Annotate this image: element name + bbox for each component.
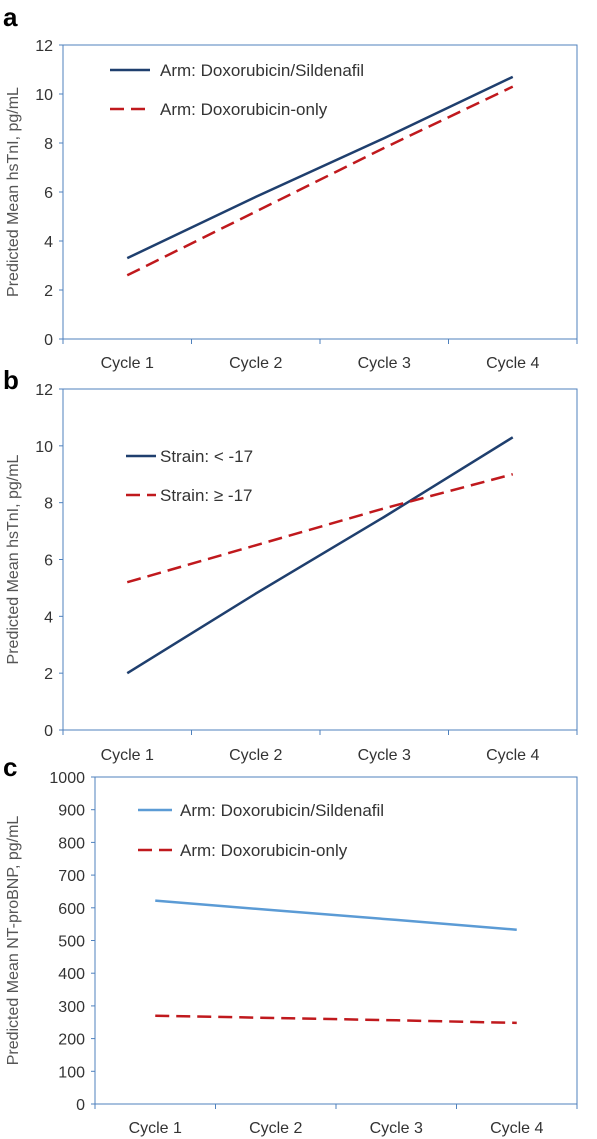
y-tick-label: 800 (58, 835, 85, 852)
x-tick-label: Cycle 4 (490, 1120, 543, 1137)
series-line-2 (126, 473, 514, 584)
legend-label-1: Arm: Doxorubicin/Sildenafil (160, 61, 364, 80)
y-axis-label: Predicted Mean hsTnI, pg/mL (5, 87, 22, 297)
series-line-1 (126, 75, 514, 260)
legend-label-1: Strain: < -17 (160, 447, 253, 466)
legend-label-2: Arm: Doxorubicin-only (160, 100, 328, 119)
legend-label-1: Arm: Doxorubicin/Sildenafil (180, 801, 384, 820)
x-tick-label: Cycle 3 (358, 747, 411, 764)
y-tick-label: 400 (58, 966, 85, 983)
y-tick-label: 2 (44, 283, 53, 300)
y-tick-label: 0 (44, 723, 53, 740)
series-line-2 (126, 85, 514, 277)
y-tick-label: 200 (58, 1032, 85, 1049)
series-line-1 (155, 899, 517, 931)
panel-letter: a (3, 2, 18, 32)
y-tick-label: 500 (58, 934, 85, 951)
x-tick-label: Cycle 4 (486, 355, 539, 372)
y-axis-label: Predicted Mean NT-proBNP, pg/mL (5, 816, 22, 1066)
y-tick-label: 10 (35, 87, 53, 104)
y-tick-label: 300 (58, 999, 85, 1016)
panel-letter: b (3, 365, 19, 395)
plot-area-frame (62, 388, 578, 731)
y-tick-label: 700 (58, 868, 85, 885)
series-line-1 (126, 436, 514, 675)
y-tick-label: 8 (44, 136, 53, 153)
series-line-2 (155, 1014, 517, 1025)
y-tick-label: 6 (44, 553, 53, 570)
legend-label-2: Arm: Doxorubicin-only (180, 841, 348, 860)
y-axis-label: Predicted Mean hsTnI, pg/mL (5, 454, 22, 664)
x-tick-label: Cycle 2 (229, 747, 282, 764)
x-tick-label: Cycle 1 (129, 1120, 182, 1137)
plot-area-frame (94, 776, 578, 1105)
y-tick-label: 0 (44, 332, 53, 349)
x-tick-label: Cycle 1 (101, 355, 154, 372)
y-tick-label: 12 (35, 382, 53, 399)
x-tick-label: Cycle 1 (101, 747, 154, 764)
plot-area-frame (62, 44, 578, 340)
legend-label-2: Strain: ≥ -17 (160, 486, 252, 505)
y-tick-label: 1000 (49, 770, 85, 787)
x-tick-label: Cycle 4 (486, 747, 539, 764)
y-tick-label: 8 (44, 496, 53, 513)
chart-panel-b: b 0 2 4 6 8 10 12 Cycle 1 Cycle 2 Cycle 3 Cycle 4 Pr… (3, 365, 578, 764)
x-tick-label: Cycle 2 (229, 355, 282, 372)
y-tick-label: 6 (44, 185, 53, 202)
y-tick-label: 0 (76, 1097, 85, 1114)
y-tick-label: 4 (44, 234, 53, 251)
x-tick-label: Cycle 2 (249, 1120, 302, 1137)
y-tick-label: 900 (58, 803, 85, 820)
y-tick-label: 10 (35, 439, 53, 456)
panel-letter: c (3, 752, 17, 782)
chart-panel-a: a 0 2 4 6 8 10 12 Cycle 1 Cycle 2 Cycle 3 Cycle 4 Pr… (3, 2, 578, 372)
y-tick-label: 600 (58, 901, 85, 918)
y-tick-label: 2 (44, 666, 53, 683)
x-tick-label: Cycle 3 (370, 1120, 423, 1137)
y-tick-label: 12 (35, 38, 53, 55)
x-tick-label: Cycle 3 (358, 355, 411, 372)
chart-panel-c: c 0 100 200 300 400 500 600 700 800 900 1000 Cycle 1… (3, 752, 578, 1137)
y-tick-label: 100 (58, 1064, 85, 1081)
y-tick-label: 4 (44, 609, 53, 626)
